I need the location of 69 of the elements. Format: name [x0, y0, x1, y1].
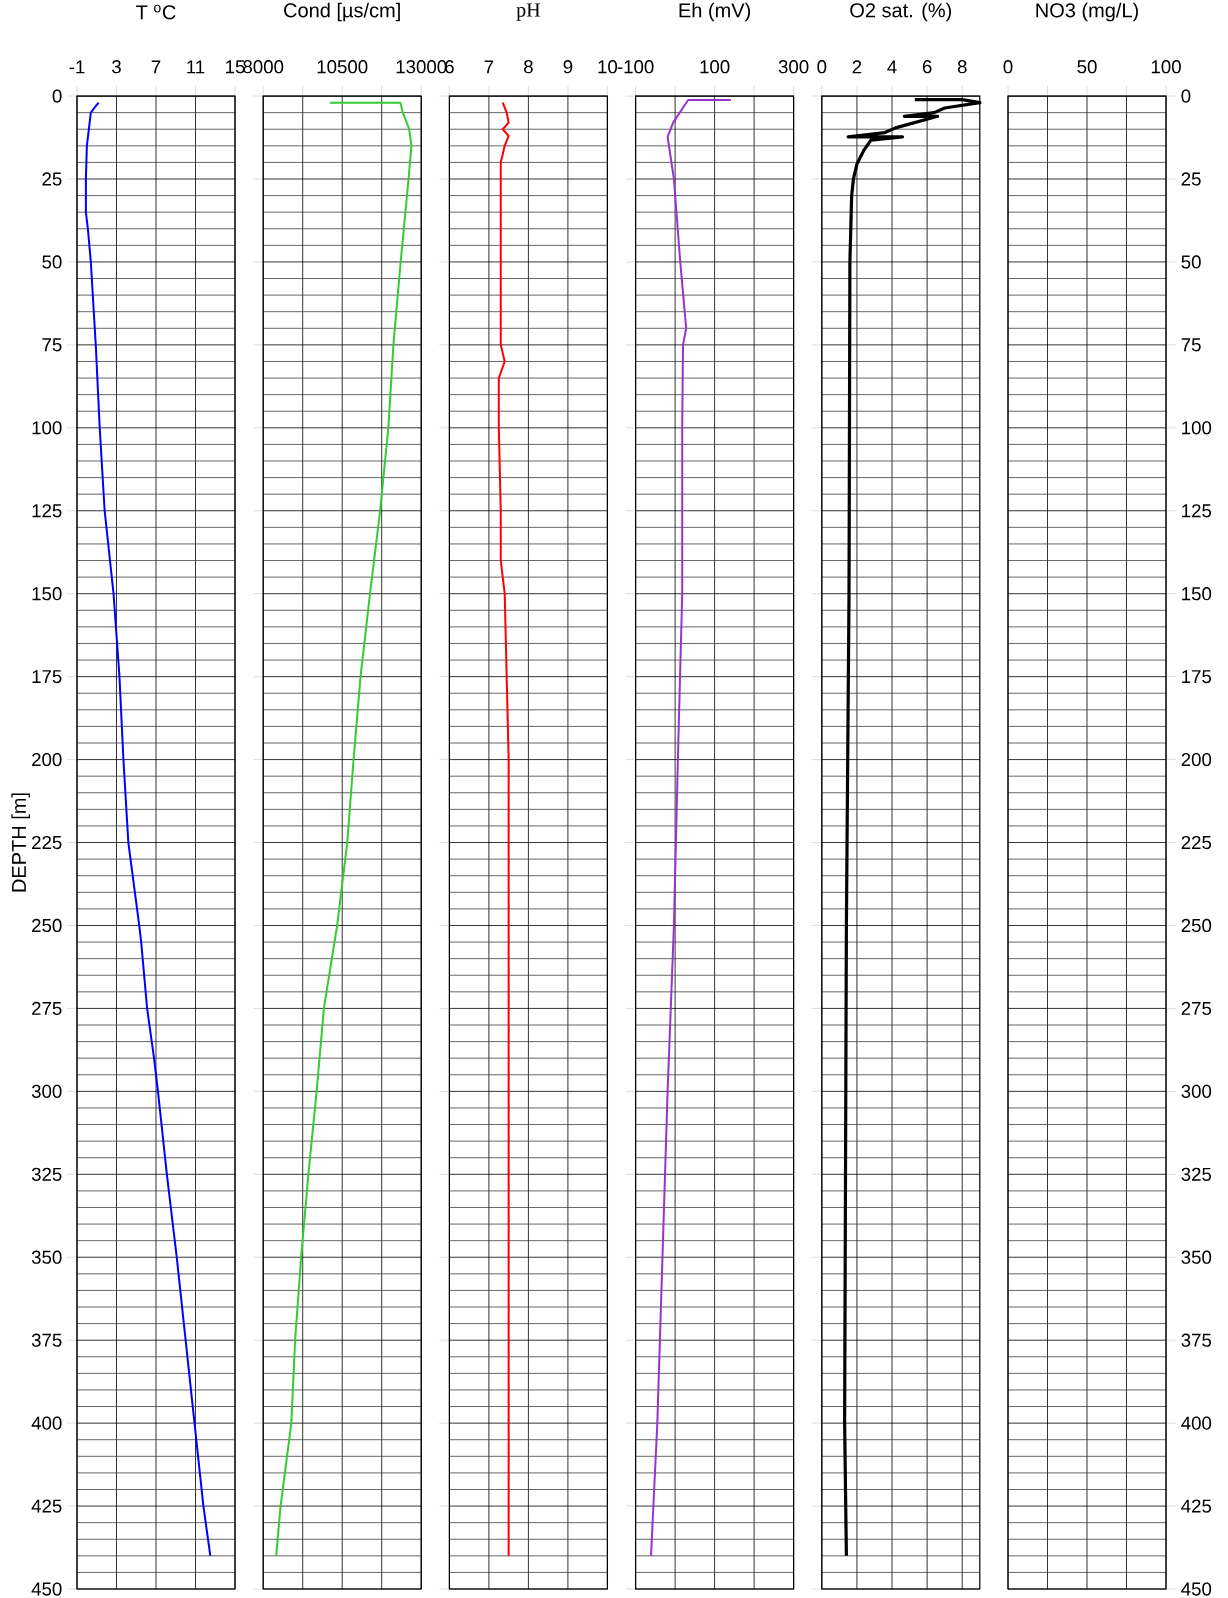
x-tick-label: 100: [1151, 60, 1181, 74]
x-tick-label: 10500: [317, 60, 368, 74]
y-tick-label: 450: [31, 1582, 62, 1596]
x-tick-label: 7: [484, 60, 494, 74]
x-tick-label: 50: [1077, 60, 1097, 74]
y-tick-label: 275: [1181, 1001, 1212, 1016]
chart-title: O2 sat. (%): [850, 2, 952, 22]
x-tick-label: -1: [69, 60, 85, 74]
x-tick-label: 8: [524, 60, 533, 74]
y-tick-label: 300: [31, 1084, 62, 1098]
x-tick-label: 4: [887, 60, 897, 74]
x-tick-label: 300: [778, 60, 809, 74]
y-tick-label: 100: [32, 421, 62, 435]
x-tick-label: 8: [957, 60, 967, 74]
y-axis-title: DEPTH [m]: [11, 793, 30, 892]
y-tick-label: 350: [1181, 1250, 1212, 1264]
y-tick-label: 200: [1181, 752, 1212, 767]
y-tick-label: 175: [32, 670, 62, 684]
x-tick-label: -100: [617, 60, 654, 74]
y-tick-label: 150: [1182, 587, 1212, 601]
x-tick-label: 9: [563, 60, 573, 74]
y-tick-label: 25: [42, 172, 62, 186]
y-tick-label: 250: [32, 918, 62, 933]
y-tick-label: 275: [32, 1001, 62, 1016]
y-tick-label: 50: [1181, 255, 1201, 269]
y-tick-label: 325: [31, 1167, 62, 1181]
x-tick-label: 0: [1003, 60, 1013, 74]
y-tick-label: 125: [32, 504, 62, 518]
y-tick-label: 300: [1181, 1084, 1212, 1098]
y-tick-label: 0: [52, 89, 62, 103]
y-tick-label: 100: [1182, 421, 1212, 435]
y-tick-label: 25: [1181, 172, 1201, 186]
x-tick-label: 15: [226, 60, 245, 74]
y-tick-label: 200: [32, 752, 62, 767]
y-tick-label: 250: [1181, 918, 1212, 933]
y-tick-label: 225: [32, 835, 62, 850]
chart-title: Eh (mV): [679, 2, 751, 22]
y-tick-label: 125: [1182, 504, 1212, 518]
x-tick-label: 10: [598, 60, 618, 74]
y-tick-label: 0: [1181, 89, 1191, 103]
y-tick-label: 400: [31, 1416, 62, 1430]
y-tick-label: 150: [32, 587, 62, 601]
x-tick-label: 6: [922, 60, 932, 74]
chart-title: T $^{o}$C: [136, 4, 176, 20]
x-tick-label: 7: [151, 60, 161, 74]
y-tick-label: 450: [1181, 1582, 1212, 1596]
y-tick-label: 350: [31, 1250, 62, 1264]
x-tick-label: 2: [852, 60, 862, 74]
x-tick-label: 8000: [243, 60, 284, 74]
line-series: [84, 101, 212, 1557]
x-tick-label: 13000: [396, 60, 447, 74]
y-tick-label: 425: [1181, 1499, 1212, 1513]
y-tick-label: 400: [1181, 1416, 1212, 1430]
y-tick-label: 50: [42, 255, 62, 269]
y-tick-label: 375: [31, 1333, 62, 1347]
x-tick-label: 100: [700, 60, 730, 74]
x-tick-label: 11: [187, 60, 205, 74]
y-tick-label: 325: [1181, 1167, 1212, 1181]
x-tick-label: 3: [112, 60, 121, 74]
y-tick-label: 375: [1181, 1333, 1212, 1347]
chart-title: pH: [516, 3, 541, 21]
x-tick-label: 0: [817, 60, 827, 74]
y-tick-label: 225: [1181, 835, 1212, 850]
y-tick-label: 75: [1181, 338, 1201, 352]
chart-title: Cond [µs/cm]: [284, 2, 400, 22]
chart-title: NO3 (mg/L): [1036, 2, 1138, 22]
y-tick-label: 75: [42, 338, 62, 352]
y-tick-label: 425: [31, 1499, 62, 1513]
y-tick-label: 175: [1182, 670, 1212, 684]
